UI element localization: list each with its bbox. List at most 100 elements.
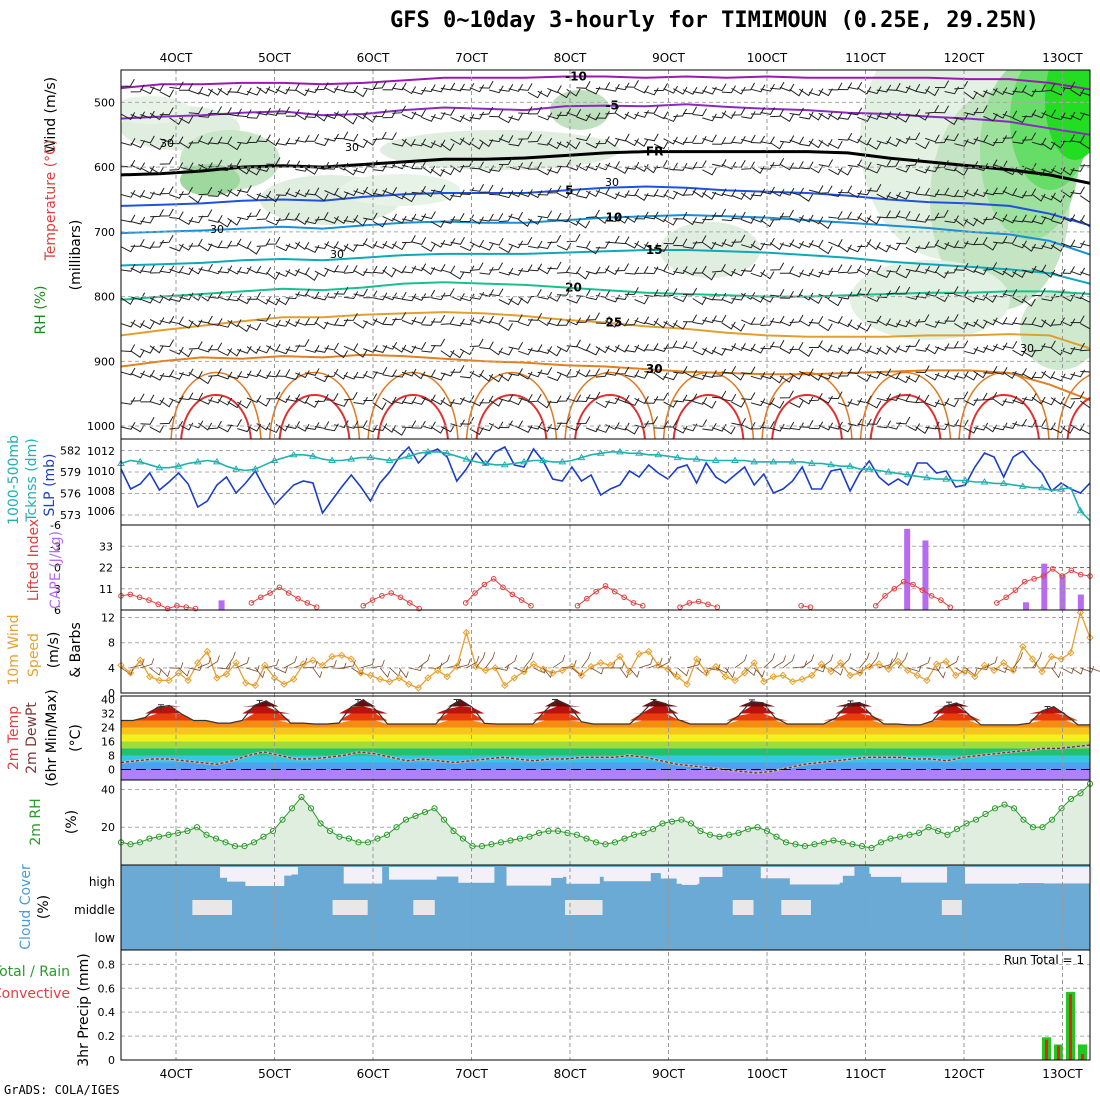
wind-speed-point: [117, 661, 125, 670]
wind-barb: [140, 86, 155, 95]
temp-band: [121, 748, 1090, 756]
wind-speed-point: [923, 676, 931, 685]
wind-barb: [789, 400, 804, 408]
wind-barb: [430, 84, 446, 93]
wind-barb: [527, 393, 542, 403]
wind-barb: [801, 654, 815, 669]
wind-barb: [692, 215, 708, 224]
wind-barb: [1080, 296, 1090, 303]
wind-barb: [876, 191, 892, 200]
wind-barb: [808, 185, 824, 194]
wind-barb: [188, 215, 204, 224]
wind-barb: [808, 88, 824, 97]
thickness-marker: [731, 456, 739, 463]
wind-barb: [595, 369, 610, 378]
wind-barb: [130, 393, 145, 402]
wind-barb: [663, 136, 678, 145]
wind-barb: [370, 659, 385, 669]
wind-barb: [343, 116, 358, 125]
wind-barb: [760, 136, 775, 145]
wind-barb: [295, 317, 310, 326]
thickness-marker: [232, 465, 240, 472]
wind-barb: [847, 366, 863, 375]
wind-barb: [1080, 271, 1090, 277]
wind-barb: [324, 264, 339, 273]
cloud-gap-middle: [732, 900, 754, 915]
wind-barb: [702, 86, 717, 95]
x-label-bottom: 10OCT: [747, 1067, 788, 1081]
wind-barb: [392, 265, 407, 274]
wind-barb: [295, 267, 310, 276]
wind-barb: [585, 424, 601, 433]
wind-barb: [547, 85, 562, 94]
temp-band: [121, 741, 1090, 749]
wind-barb: [945, 655, 959, 669]
wind-barb: [324, 423, 339, 432]
wind-barb: [150, 209, 164, 218]
wind-barb: [779, 209, 794, 218]
rh-contour-label: 30: [330, 248, 344, 261]
thickness-marker: [596, 449, 605, 456]
wind-barb: [818, 291, 834, 300]
wind-barb: [983, 424, 998, 433]
wind-barb: [944, 372, 959, 381]
cape-tick: 11: [99, 583, 113, 596]
wind-barb: [702, 423, 717, 431]
wind-barb: [149, 142, 165, 151]
wind-speed-point: [539, 665, 547, 673]
wind-barb: [479, 242, 494, 251]
wind-barb: [121, 78, 135, 87]
thickness-marker: [692, 455, 701, 462]
wind-barb: [1070, 214, 1085, 223]
wind-speed-point: [798, 675, 806, 683]
thickness-marker: [635, 449, 643, 456]
wind-barb: [498, 213, 513, 223]
wind-barb: [140, 191, 155, 200]
wind-barb: [498, 373, 513, 382]
wind-speed-point: [549, 669, 557, 677]
wind-barb: [392, 369, 407, 378]
wind-barb: [712, 368, 727, 377]
wind-barb: [324, 133, 339, 142]
wind-barb: [702, 400, 717, 409]
wind-barb: [1002, 371, 1017, 380]
wind-barb: [237, 87, 252, 96]
wind-barb: [808, 316, 824, 324]
wind-barb: [828, 371, 843, 379]
wind-barb: [750, 242, 766, 251]
wind-barb: [915, 241, 930, 250]
li-point: [379, 593, 385, 599]
wind-speed-point: [808, 671, 816, 680]
wind-barb: [725, 667, 736, 679]
wind-barb: [886, 319, 901, 328]
wind-barb: [353, 89, 368, 98]
grads-credit: GrADS: COLA/IGES: [4, 1083, 120, 1097]
isotherm-label: 15: [646, 243, 663, 257]
wind-barb: [773, 655, 786, 669]
wind-speed-point: [242, 679, 250, 687]
wind-speed-point: [683, 680, 691, 688]
wind-barb: [440, 399, 455, 407]
wind-barb: [169, 190, 184, 199]
wind-barb: [571, 667, 584, 677]
wind-speed-point: [846, 671, 854, 680]
wind-barb: [634, 211, 649, 220]
wind-barb: [450, 212, 465, 221]
wind-barb: [450, 137, 465, 146]
x-label-bottom: 7OCT: [455, 1067, 488, 1081]
wind-barb: [1012, 295, 1027, 304]
wind-barb: [322, 660, 337, 669]
wind-speed-point: [577, 671, 586, 680]
wind-barb: [782, 654, 795, 669]
wind-barb: [886, 138, 901, 147]
thickness-marker: [903, 470, 912, 478]
wind-barb: [527, 134, 542, 143]
wind-barb: [702, 346, 717, 355]
wind-barb: [983, 113, 998, 122]
wind-barb: [712, 208, 727, 217]
wind-barb: [1012, 418, 1027, 427]
wind-barb: [382, 317, 397, 326]
wind-barb: [360, 658, 375, 669]
wind-barb: [576, 81, 591, 89]
wind-barb: [518, 347, 533, 356]
